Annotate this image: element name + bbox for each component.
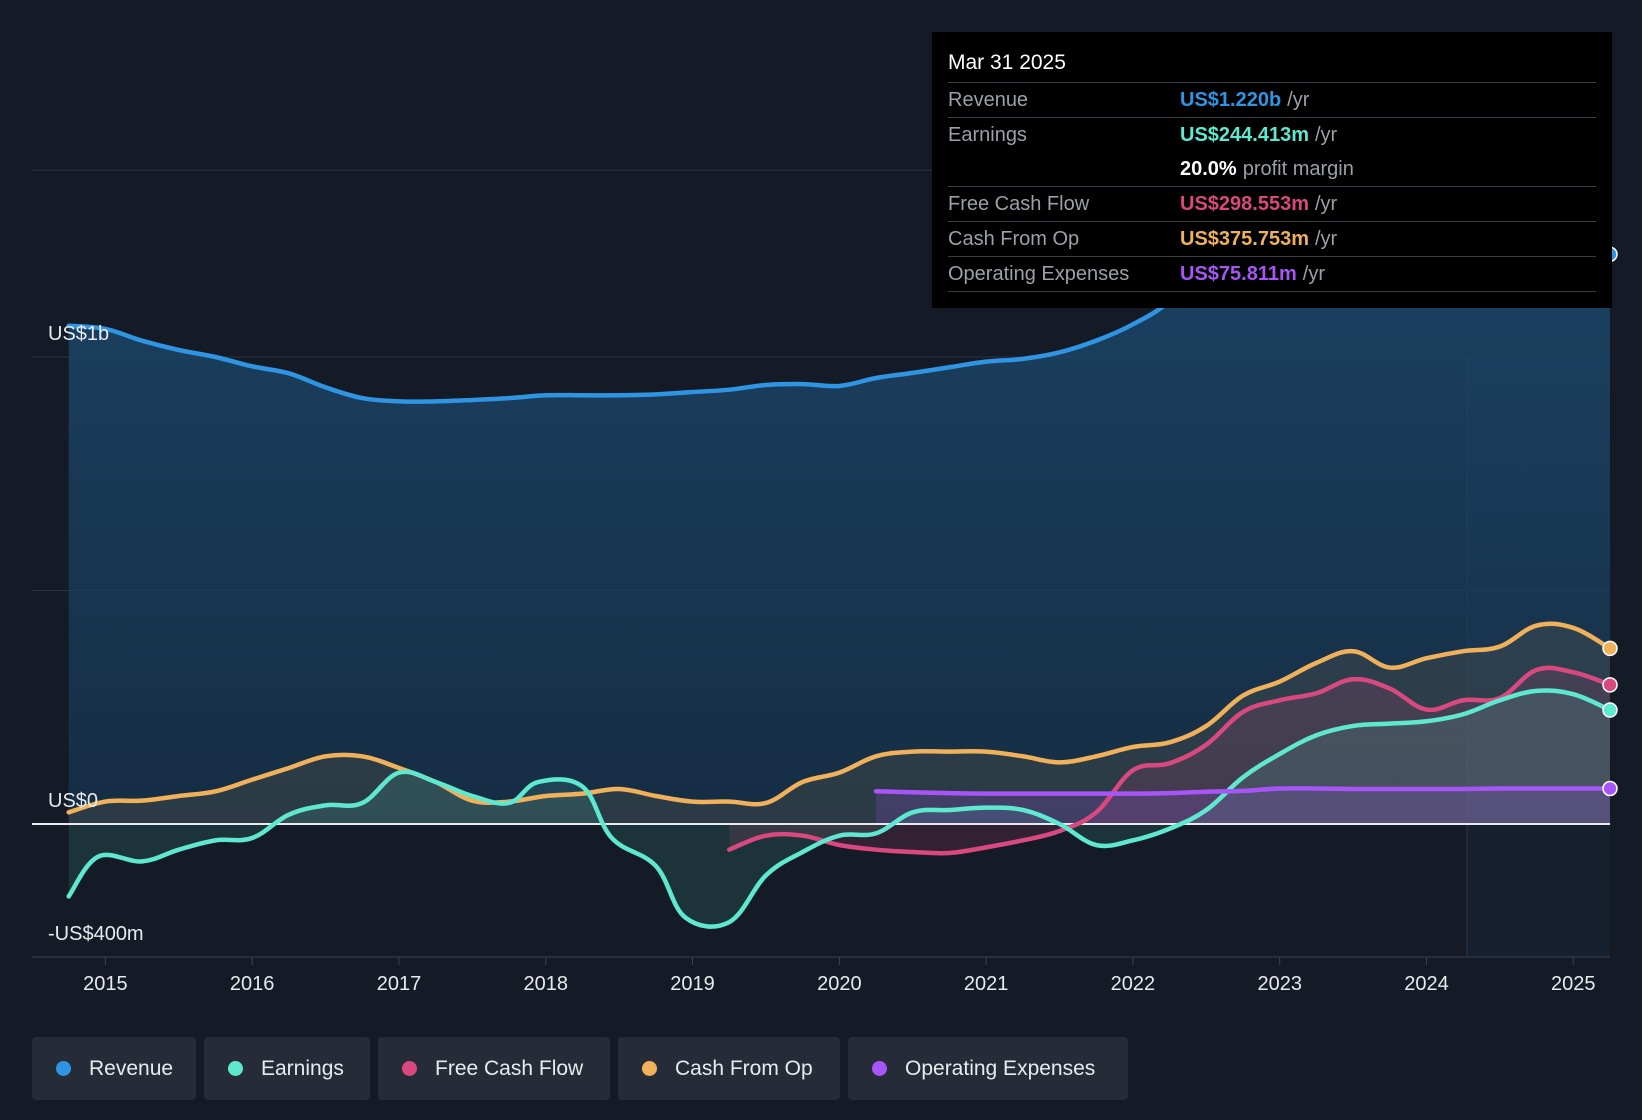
tooltip-value: 20.0% (1180, 157, 1237, 180)
legend-label: Free Cash Flow (435, 1056, 584, 1080)
x-tick-label: 2021 (964, 973, 1009, 995)
tooltip-unit: /yr (1287, 88, 1310, 111)
operating-expenses-dot-icon (872, 1061, 887, 1076)
legend-label: Cash From Op (675, 1056, 813, 1080)
revenue-dot-icon (56, 1061, 71, 1076)
tooltip-row-operating-expenses: Operating Expenses US$75.811m /yr (948, 256, 1596, 292)
x-tick-label: 2018 (524, 973, 569, 995)
earnings-area (68, 690, 1611, 927)
tooltip-value: US$298.553m (1180, 192, 1309, 215)
legend-operating-expenses[interactable]: Operating Expenses (848, 1037, 1128, 1100)
tooltip-row-cash-from-op: Cash From Op US$375.753m /yr (948, 221, 1596, 256)
data-tooltip: Mar 31 2025 Revenue US$1.220b /yr Earnin… (932, 32, 1612, 308)
tooltip-label: Operating Expenses (948, 262, 1130, 285)
tooltip-unit: profit margin (1242, 157, 1354, 180)
free-cash-flow-line (727, 665, 1613, 856)
tooltip-row-profit-margin: 20.0% profit margin (948, 152, 1596, 186)
tooltip-value: US$375.753m (1180, 227, 1309, 250)
tooltip-label: Revenue (948, 88, 1029, 111)
tooltip-date: Mar 31 2025 (948, 51, 1066, 74)
tooltip-value: US$1.220b (1180, 88, 1282, 111)
tooltip-unit: /yr (1302, 262, 1325, 285)
cash-from-op-line (66, 621, 1613, 815)
tooltip-row-earnings: Earnings US$244.413m /yr (948, 117, 1596, 152)
x-tick-label: 2019 (670, 973, 715, 995)
revenue-area (68, 198, 1611, 824)
free-cash-flow-end-point (1602, 677, 1618, 693)
tooltip-row-revenue: Revenue US$1.220b /yr (948, 82, 1596, 117)
earnings-dot-icon (228, 1061, 243, 1076)
earnings-line (66, 688, 1613, 929)
tooltip-value: US$75.811m (1180, 262, 1297, 285)
x-tick-label: 2025 (1551, 973, 1596, 995)
x-tick-label: 2017 (377, 973, 422, 995)
tooltip-row-free-cash-flow: Free Cash Flow US$298.553m /yr (948, 186, 1596, 221)
tooltip-label: Earnings (948, 123, 1027, 146)
legend-label: Revenue (89, 1056, 174, 1080)
operating-expenses-end-point (1602, 780, 1618, 797)
cash-from-op-area (68, 623, 1611, 824)
tooltip-unit: /yr (1314, 227, 1338, 250)
legend-label: Operating Expenses (905, 1056, 1096, 1080)
x-tick-label: 2020 (817, 973, 862, 995)
legend-free-cash-flow[interactable]: Free Cash Flow (378, 1037, 610, 1100)
x-tick-label: 2024 (1404, 973, 1449, 995)
free-cash-flow-dot-icon (402, 1061, 417, 1076)
tooltip-label: Cash From Op (948, 227, 1080, 250)
tooltip-unit: /yr (1314, 123, 1338, 146)
legend-earnings[interactable]: Earnings (204, 1037, 370, 1100)
free-cash-flow-area (729, 667, 1610, 854)
operating-expenses-line (873, 786, 1613, 796)
cash-from-op-end-point (1602, 640, 1618, 657)
x-tick-label: 2015 (83, 973, 128, 995)
earnings-end-point (1602, 702, 1618, 718)
legend-cash-from-op[interactable]: Cash From Op (618, 1037, 840, 1100)
x-tick-label: 2023 (1257, 973, 1302, 995)
x-tick-label: 2022 (1111, 973, 1156, 995)
legend-revenue[interactable]: Revenue (32, 1037, 196, 1100)
y-label-bottom: -US$400m (48, 923, 144, 945)
y-label-zero: US$0 (48, 790, 98, 812)
operating-expenses-area (876, 788, 1610, 824)
legend-label: Earnings (261, 1056, 344, 1080)
x-tick-label: 2016 (230, 973, 275, 995)
cash-from-op-dot-icon (642, 1061, 657, 1076)
tooltip-unit: /yr (1314, 192, 1338, 215)
y-label-top: US$1b (48, 323, 109, 345)
tooltip-label: Free Cash Flow (948, 192, 1090, 215)
tooltip-value: US$244.413m (1180, 123, 1309, 146)
